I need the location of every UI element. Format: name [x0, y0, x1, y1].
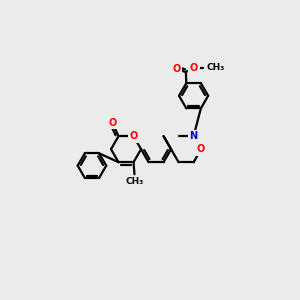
- Text: O: O: [109, 118, 117, 128]
- Text: CH₃: CH₃: [125, 177, 144, 186]
- Text: O: O: [172, 64, 180, 74]
- Text: CH₃: CH₃: [207, 63, 225, 72]
- Text: O: O: [129, 131, 138, 141]
- Text: O: O: [190, 63, 198, 73]
- Text: O: O: [197, 144, 205, 154]
- Text: N: N: [190, 131, 198, 141]
